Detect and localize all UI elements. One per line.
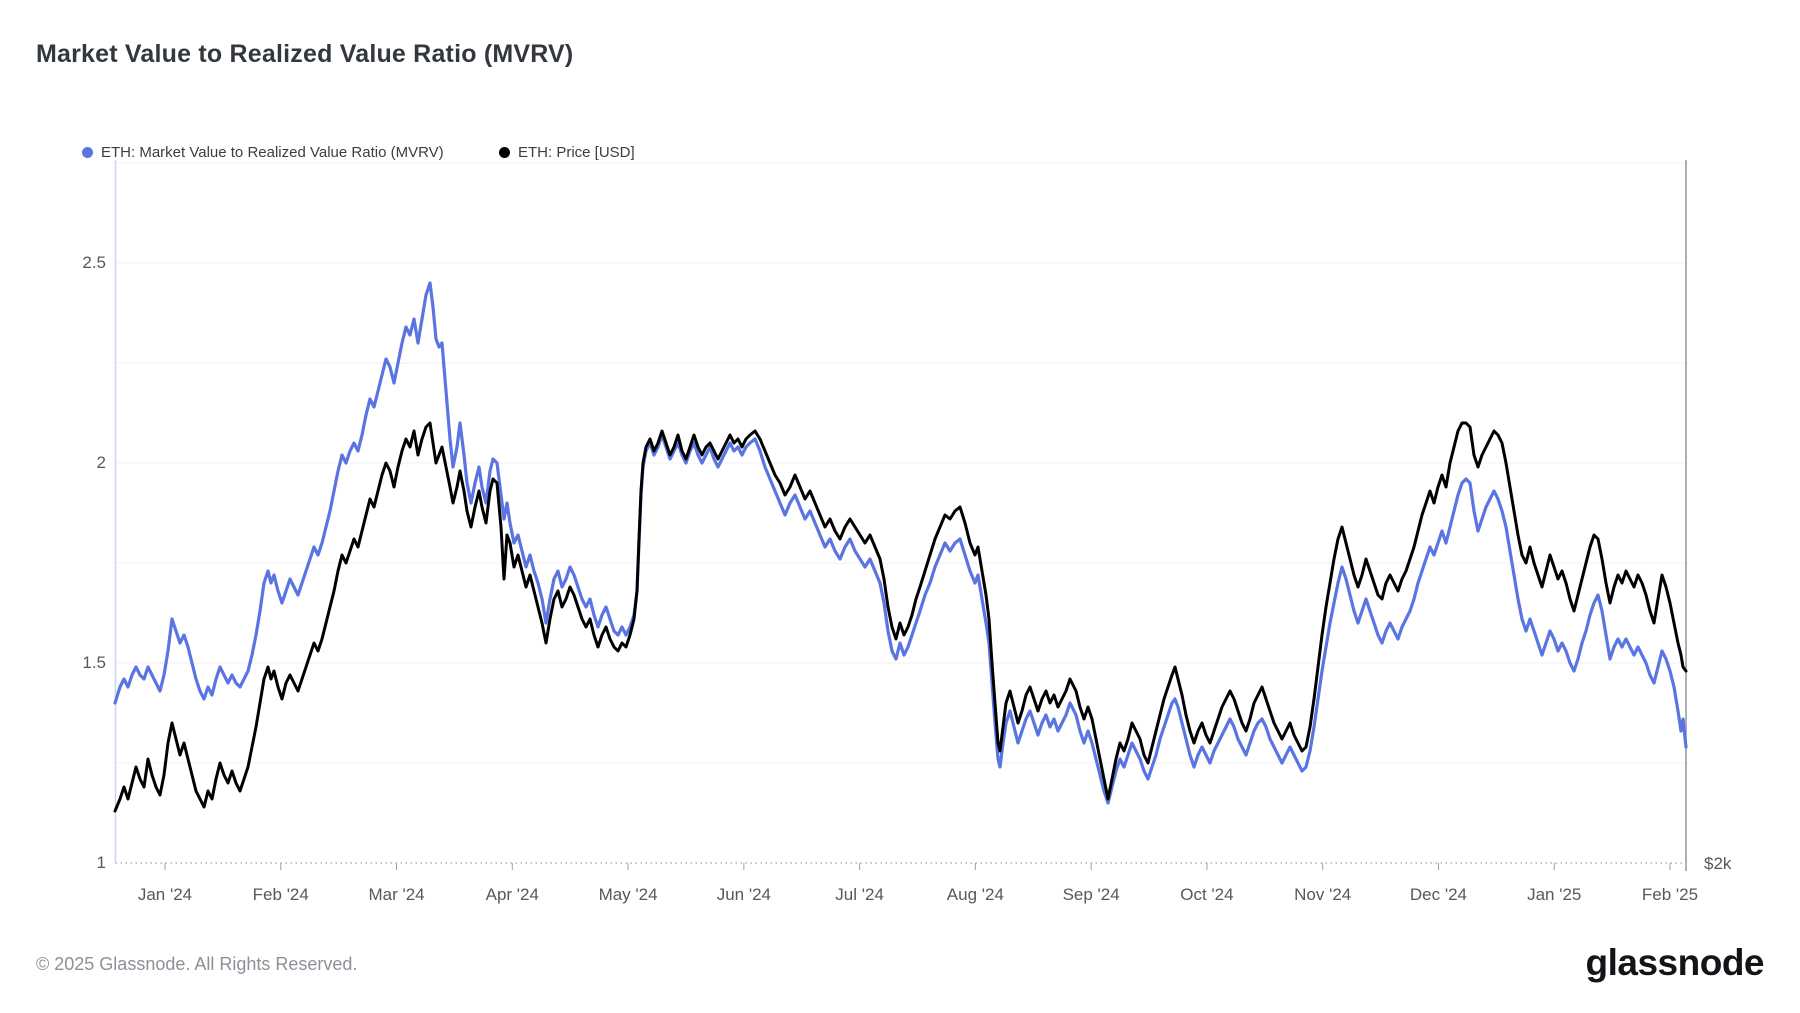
y-axis-label: 1.5 (82, 653, 106, 672)
x-axis-label: Sep '24 (1062, 885, 1120, 904)
legend-label-mvrv: ETH: Market Value to Realized Value Rati… (101, 143, 444, 161)
x-axis-label: Feb '25 (1641, 885, 1699, 904)
mvrv-line-series (113, 281, 1688, 805)
x-axis-label: Jun '24 (716, 885, 771, 904)
x-axis-label: Jan '24 (137, 885, 193, 904)
x-axis-label: Mar '24 (368, 885, 425, 904)
y-axis-label: 2.5 (82, 253, 106, 272)
copyright-text: © 2025 Glassnode. All Rights Reserved. (36, 954, 358, 974)
y-axis-label: 1 (96, 853, 106, 872)
y-axis-label: 2 (96, 453, 106, 472)
x-axis-label: Dec '24 (1409, 885, 1467, 904)
x-axis-label: May '24 (598, 885, 658, 904)
price-line-series (113, 421, 1688, 813)
x-axis-label: Feb '24 (252, 885, 309, 904)
x-axis-label: Jan '25 (1527, 885, 1582, 904)
price-series-dot-icon (499, 146, 510, 158)
x-axis-label: Nov '24 (1294, 885, 1352, 904)
x-axis-label: Oct '24 (1180, 885, 1234, 904)
chart-legend: ETH: Market Value to Realized Value Rati… (0, 141, 1800, 163)
legend-item-price[interactable]: ETH: Price [USD] (499, 141, 635, 163)
legend-label-price: ETH: Price [USD] (518, 143, 635, 161)
mvrv-series-dot-icon (82, 146, 93, 158)
right-axis-price-label: $2k (1704, 854, 1732, 873)
page-title: Market Value to Realized Value Ratio (MV… (36, 40, 574, 68)
x-axis-label: Apr '24 (485, 885, 539, 904)
glassnode-logo[interactable]: glassnode (1585, 942, 1765, 983)
x-axis-label: Aug '24 (946, 885, 1004, 904)
x-axis-label: Jul '24 (835, 885, 884, 904)
legend-item-mvrv[interactable]: ETH: Market Value to Realized Value Rati… (82, 141, 444, 163)
